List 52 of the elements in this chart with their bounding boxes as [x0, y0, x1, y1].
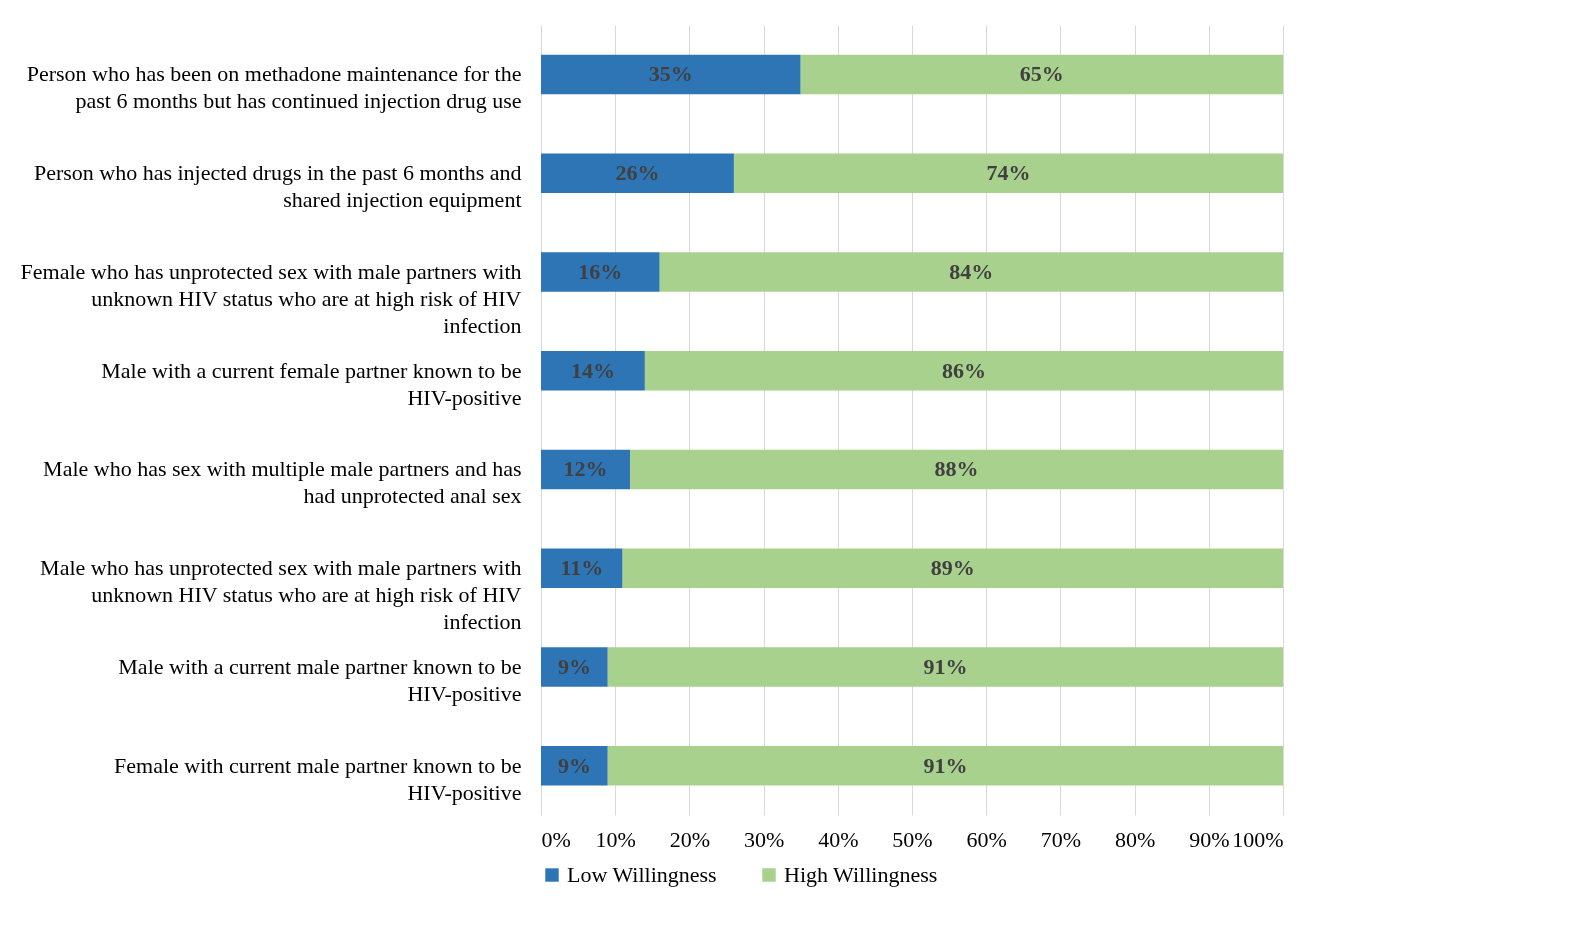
x-tick-label: 100% — [1232, 826, 1284, 852]
bar — [607, 647, 1283, 687]
data-label: 16% — [578, 258, 623, 284]
bar — [541, 449, 631, 490]
bar — [541, 647, 608, 687]
bar — [733, 153, 1283, 193]
bar — [541, 350, 645, 391]
legend-label: High Willingness — [784, 862, 938, 887]
y-tick-label: Male with a current female partner known to be HIV-positive — [101, 357, 522, 410]
x-tick-label: 50% — [892, 826, 933, 852]
bar — [541, 153, 734, 193]
bar — [541, 54, 801, 95]
bar — [622, 548, 1283, 588]
y-tick-label: Person who has injected drugs in the past 6 months and shared injection equipment — [33, 160, 522, 213]
x-tick-label: 20% — [669, 826, 711, 852]
data-label: 14% — [570, 357, 615, 383]
data-label: 89% — [930, 555, 975, 581]
x-tick-label: 30% — [743, 826, 785, 852]
bar — [644, 350, 1283, 391]
data-label: 65% — [1019, 61, 1064, 87]
data-label: 12% — [563, 456, 608, 482]
y-tick-label: Male who has sex with multiple male partners and has had unprotected anal sex — [43, 456, 522, 509]
y-tick-label: Male with a current male partner known to be HIV-positive — [118, 653, 522, 706]
data-label: 35% — [648, 61, 693, 87]
bar — [541, 548, 623, 588]
data-label: 9% — [557, 653, 591, 679]
data-label: 86% — [941, 357, 986, 383]
data-label: 84% — [949, 258, 994, 284]
data-label: 9% — [557, 752, 591, 778]
x-tick-label: 40% — [818, 826, 859, 852]
bar — [541, 252, 660, 292]
bar — [800, 54, 1283, 95]
y-tick-label: Female with current male partner known to be HIV-positive — [114, 752, 522, 805]
bar — [659, 252, 1283, 292]
data-label: 26% — [615, 160, 660, 186]
data-label: 91% — [923, 752, 968, 778]
data-label: 88% — [934, 456, 979, 482]
x-tick-label: 90% — [1189, 826, 1230, 852]
bar — [630, 449, 1283, 490]
x-tick-label: 0% — [541, 826, 571, 852]
x-tick-label: 80% — [1114, 826, 1156, 852]
x-tick-label: 60% — [966, 826, 1007, 852]
legend-label: Low Willingness — [567, 862, 717, 887]
bar — [607, 745, 1283, 786]
x-tick-label: 70% — [1040, 826, 1082, 852]
data-label: 91% — [923, 653, 968, 679]
y-tick-label: Male who has unprotected sex with male partners with unknown HIV status who are at high risk of HIV infection — [40, 555, 522, 635]
x-tick-label: 10% — [595, 826, 636, 852]
data-label: 74% — [986, 160, 1031, 186]
data-label: 11% — [560, 555, 604, 581]
y-tick-label: Person who has been on methadone maintenance for the past 6 months but has continued injection drug use — [26, 61, 522, 114]
y-tick-label: Female who has unprotected sex with male partners with unknown HIV status who are at high risk of HIV infection — [20, 258, 522, 338]
